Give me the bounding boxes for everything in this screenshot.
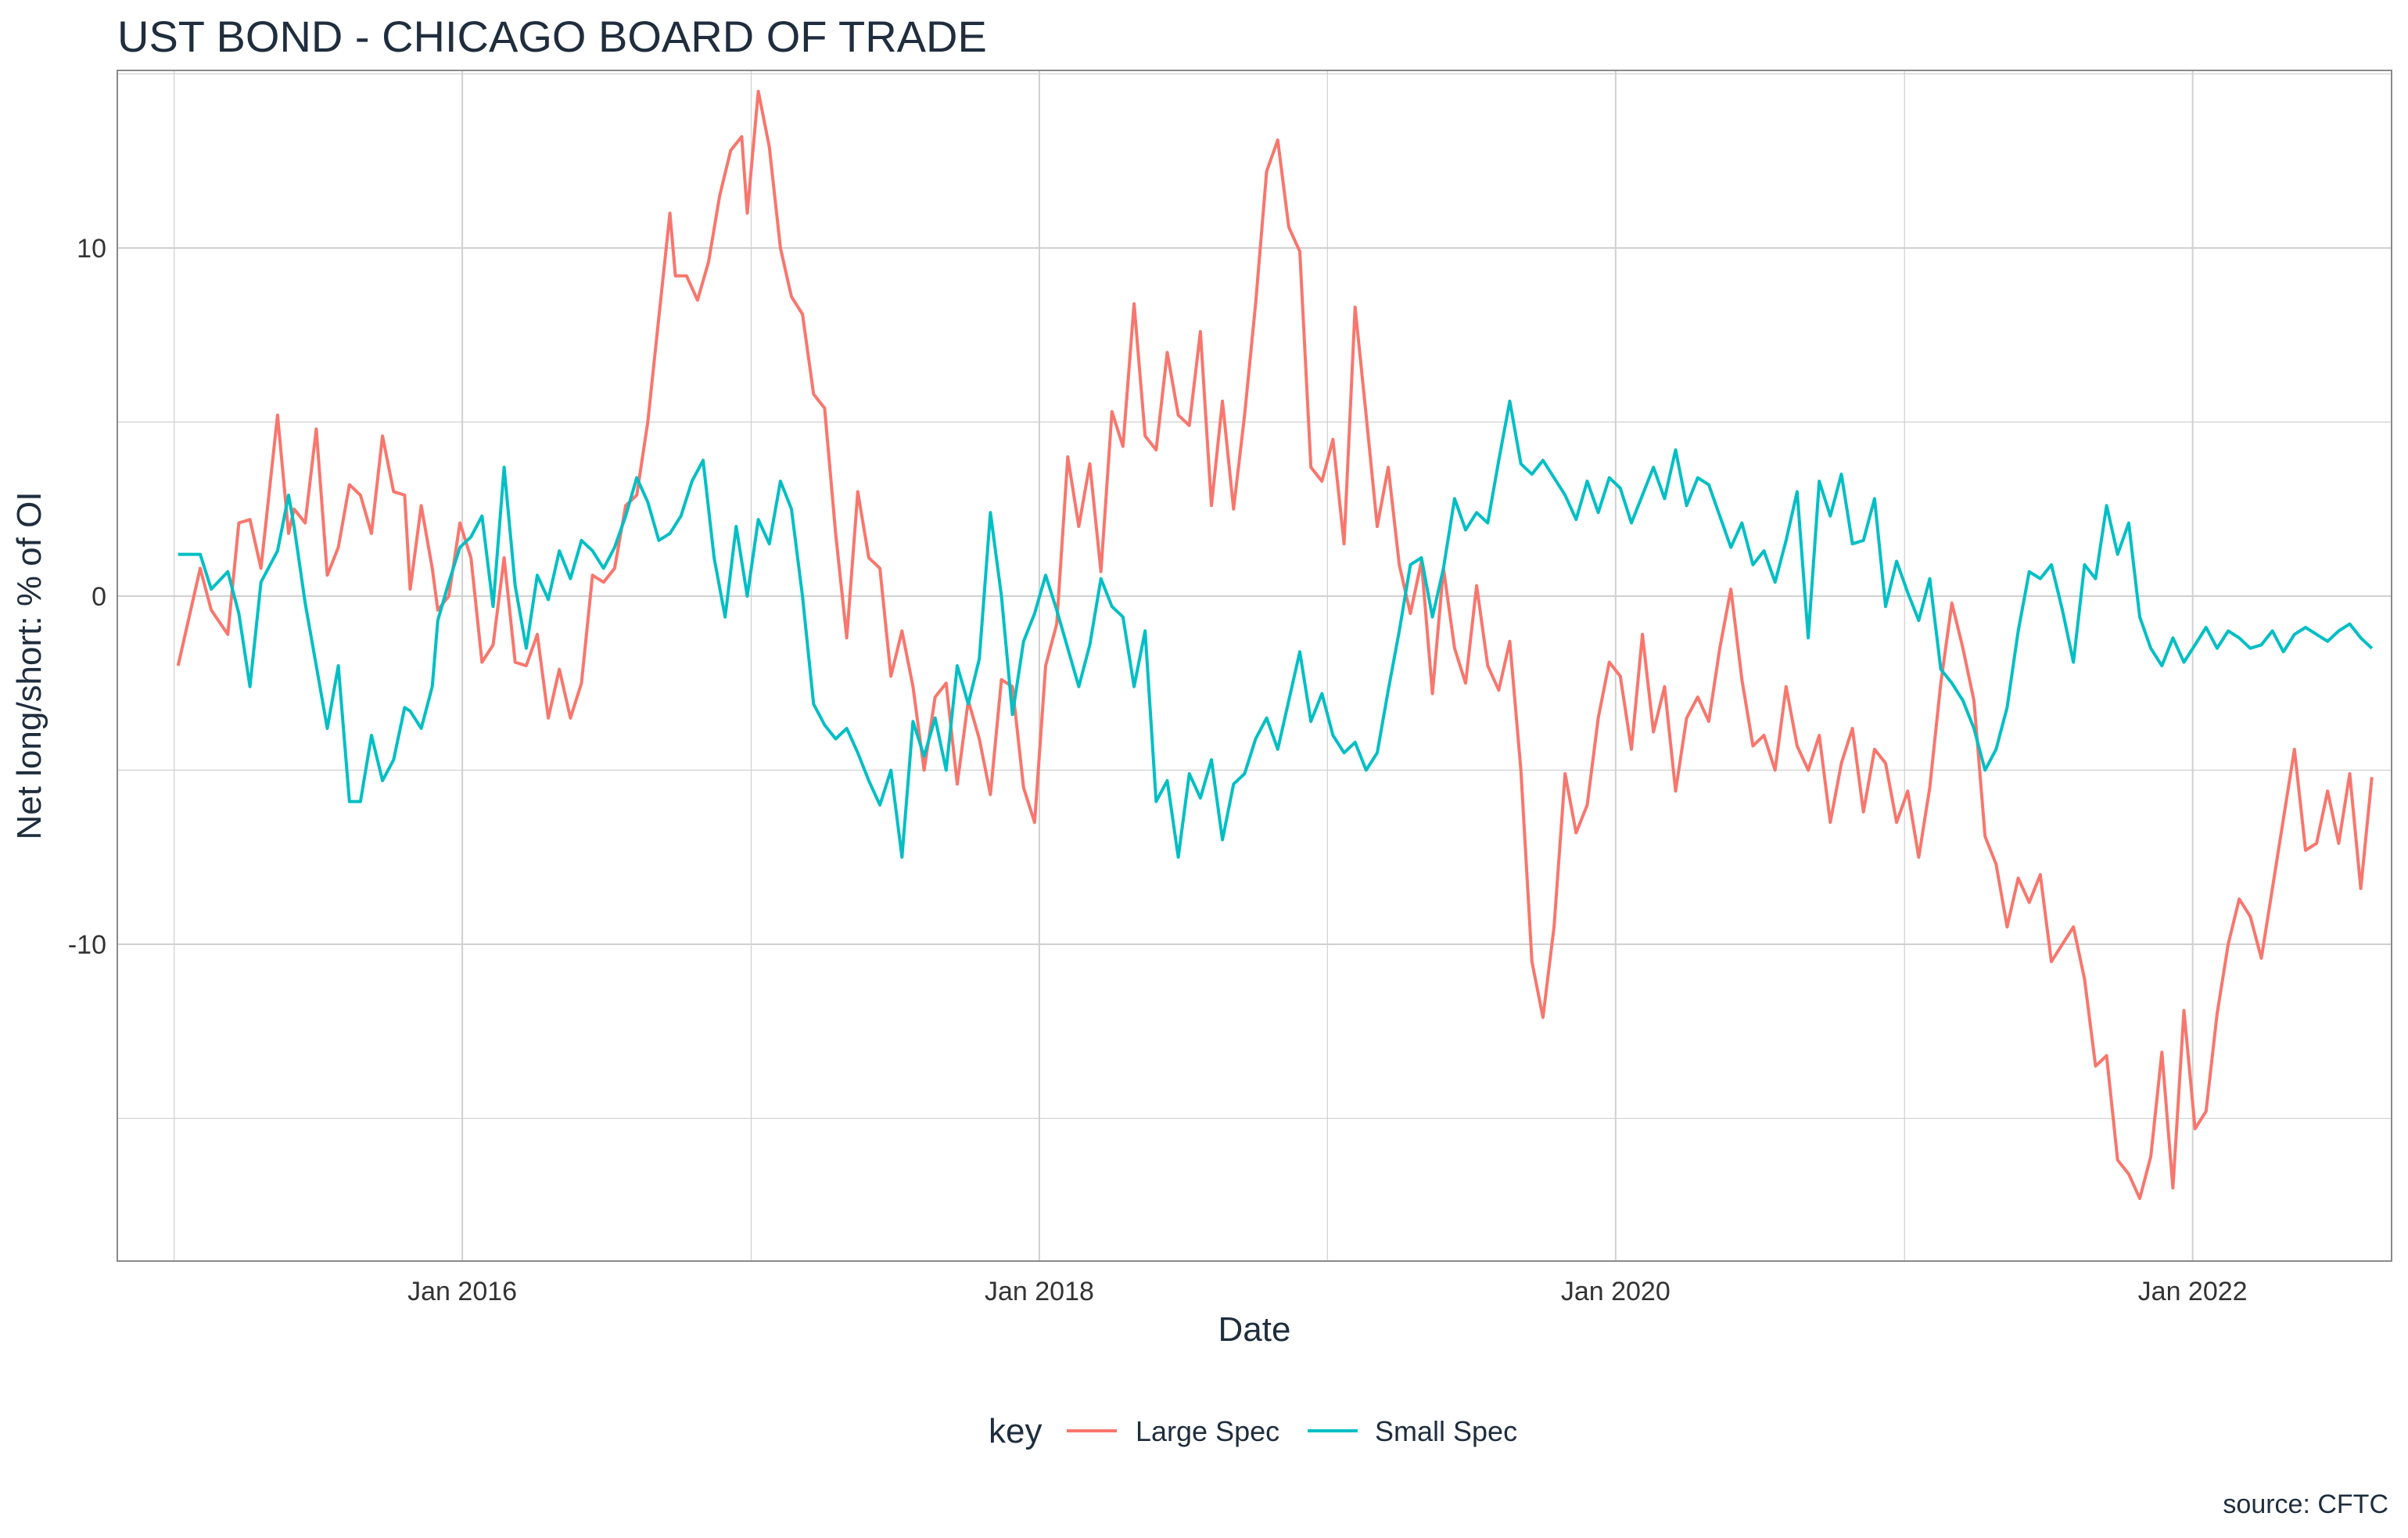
chart-title: UST BOND - CHICAGO BOARD OF TRADE: [117, 12, 987, 61]
x-tick-label: Jan 2018: [985, 1277, 1094, 1306]
plot-panel: [117, 70, 2392, 1262]
grid: [117, 70, 2392, 1261]
legend-label-small-spec: Small Spec: [1375, 1415, 1517, 1447]
series-line-small-spec: [178, 399, 2374, 859]
y-axis-title: Net long/short: % of OI: [10, 491, 48, 839]
series-lines: [176, 89, 2374, 1200]
legend-title: key: [989, 1412, 1042, 1450]
series-line-large-spec: [176, 89, 2374, 1200]
legend: key Large Spec Small Spec: [989, 1412, 1517, 1450]
legend-label-large-spec: Large Spec: [1136, 1415, 1279, 1447]
y-axis-ticks: 10 0 -10: [68, 234, 106, 960]
y-tick-label: 10: [77, 234, 106, 264]
y-tick-label: -10: [68, 930, 106, 960]
x-tick-label: Jan 2016: [407, 1277, 517, 1306]
y-tick-label: 0: [92, 582, 106, 612]
x-axis-title: Date: [1218, 1310, 1291, 1349]
source-caption: source: CFTC: [2223, 1489, 2388, 1519]
x-tick-label: Jan 2022: [2138, 1277, 2248, 1306]
x-axis-ticks: Jan 2016 Jan 2018 Jan 2020 Jan 2022: [407, 1277, 2247, 1306]
x-tick-label: Jan 2020: [1561, 1277, 1671, 1306]
